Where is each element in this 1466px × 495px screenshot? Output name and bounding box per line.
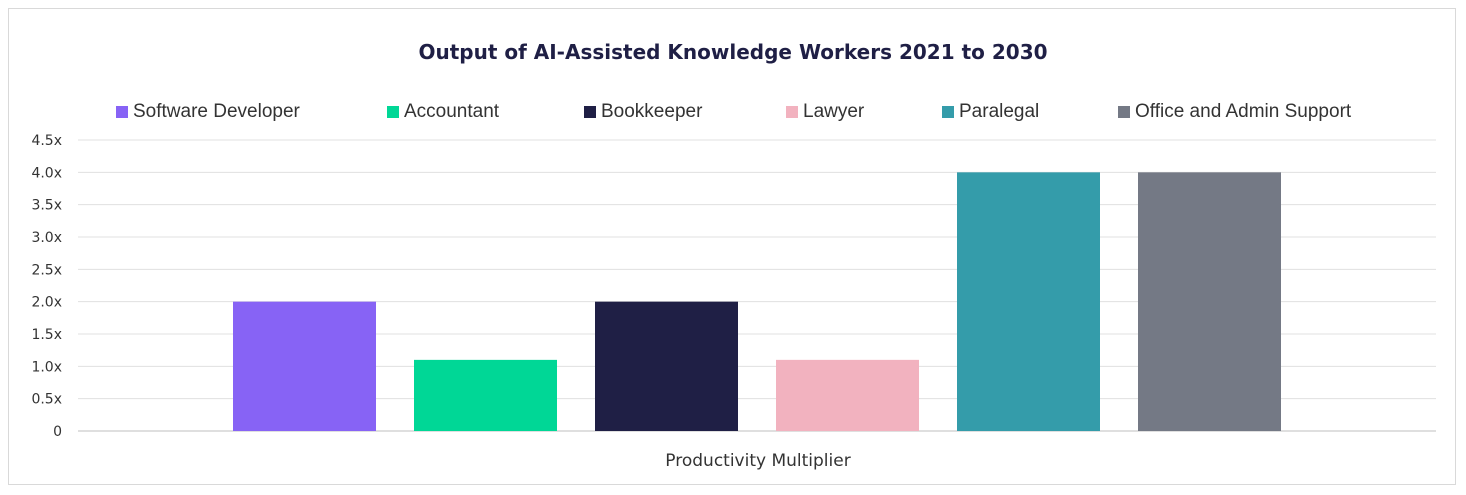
bar-paralegal <box>957 172 1100 432</box>
legend-item-bookkeeper: Bookkeeper <box>584 100 702 124</box>
chart-title: Output of AI-Assisted Knowledge Workers … <box>418 40 1048 64</box>
legend-swatch <box>786 106 798 118</box>
y-tick-label: 2.0x <box>31 295 62 311</box>
legend-swatch <box>584 106 596 118</box>
y-tick-label: 1.0x <box>31 359 62 375</box>
y-axis-ticks: 0 0.5x 1.0x 1.5x 2.0x 2.5x 3.0x 3.5x 4.0x 4.5x <box>31 133 62 440</box>
legend-item-office-admin-support: Office and Admin Support <box>1118 100 1351 124</box>
bar-office-and-admin-support <box>1138 172 1281 432</box>
legend-swatch <box>116 106 128 118</box>
y-tick-label: 0.5x <box>31 392 62 408</box>
legend-swatch <box>1118 106 1130 118</box>
legend-item-lawyer: Lawyer <box>786 100 864 124</box>
x-axis-label: Productivity Multiplier <box>665 451 850 471</box>
y-tick-label: 0 <box>53 424 62 440</box>
legend-swatch <box>387 106 399 118</box>
legend-label: Software Developer <box>133 101 300 122</box>
y-tick-label: 4.5x <box>31 133 62 149</box>
y-tick-label: 3.0x <box>31 230 62 246</box>
bars <box>233 172 1281 432</box>
bar-lawyer <box>776 359 919 431</box>
legend-item-accountant: Accountant <box>387 100 499 124</box>
legend-label: Accountant <box>404 101 500 122</box>
bar-software-developer <box>233 301 376 431</box>
legend-swatch <box>942 106 954 118</box>
y-tick-label: 4.0x <box>31 165 62 181</box>
legend-label: Office and Admin Support <box>1135 101 1352 122</box>
legend-label: Paralegal <box>959 101 1040 122</box>
legend-label: Bookkeeper <box>601 101 703 122</box>
legend-label: Lawyer <box>803 101 865 122</box>
bar-accountant <box>414 359 557 431</box>
y-tick-label: 1.5x <box>31 327 62 343</box>
bar-bookkeeper <box>595 301 738 431</box>
legend-item-software-developer: Software Developer <box>116 100 300 124</box>
y-tick-label: 2.5x <box>31 262 62 278</box>
legend-item-paralegal: Paralegal <box>942 100 1039 124</box>
y-tick-label: 3.5x <box>31 198 62 214</box>
